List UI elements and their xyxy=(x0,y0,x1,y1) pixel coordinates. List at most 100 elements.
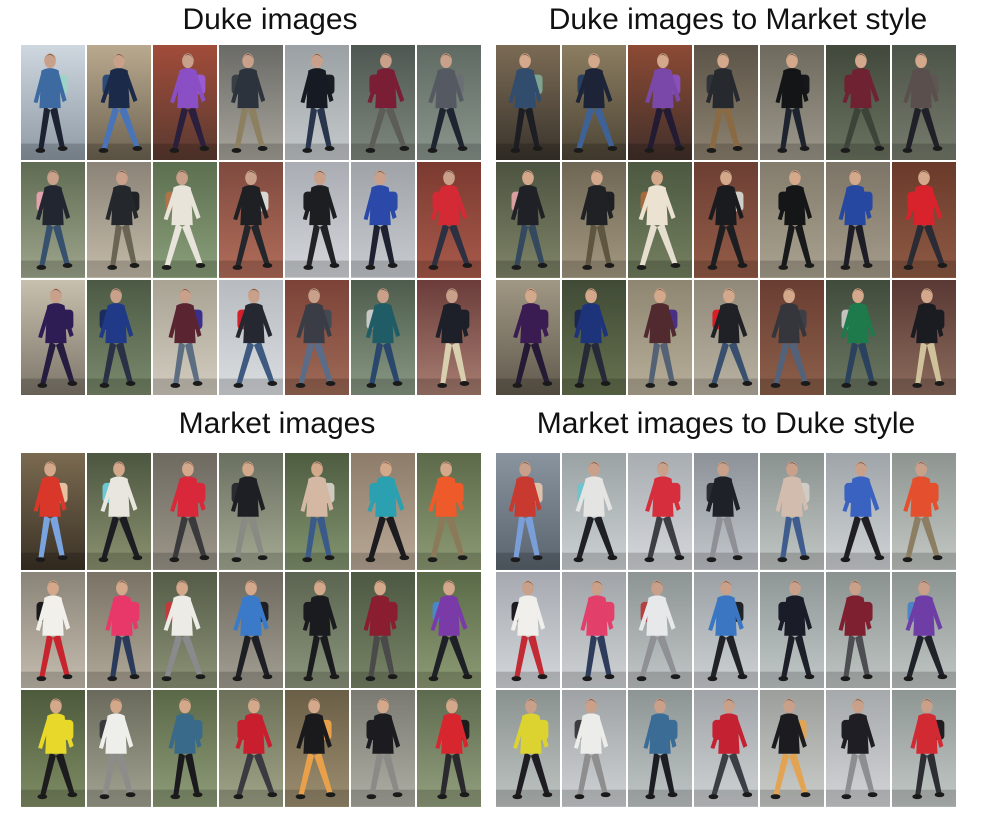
person-thumbnail xyxy=(627,689,693,808)
person-thumbnail xyxy=(561,278,627,396)
pedestrian-figure xyxy=(826,45,890,161)
pedestrian-figure xyxy=(760,45,824,161)
panel-title-duke-to-market: Duke images to Market style xyxy=(548,3,928,36)
person-thumbnail xyxy=(350,689,416,808)
person-thumbnail xyxy=(825,161,891,279)
person-thumbnail xyxy=(350,44,416,162)
person-thumbnail xyxy=(218,278,284,396)
person-thumbnail xyxy=(891,452,957,571)
person-thumbnail xyxy=(218,452,284,571)
pedestrian-figure xyxy=(219,690,283,807)
person-thumbnail xyxy=(825,278,891,396)
person-thumbnail xyxy=(86,689,152,808)
person-thumbnail xyxy=(495,570,561,690)
person-thumbnail xyxy=(416,44,482,162)
pedestrian-figure xyxy=(285,453,349,570)
pedestrian-figure xyxy=(628,453,692,570)
person-thumbnail xyxy=(891,689,957,808)
pedestrian-figure xyxy=(694,162,758,278)
pedestrian-figure xyxy=(285,45,349,161)
pedestrian-figure xyxy=(496,45,560,161)
person-thumbnail xyxy=(627,44,693,162)
image-grid-market xyxy=(20,452,482,808)
pedestrian-figure xyxy=(417,280,481,395)
pedestrian-figure xyxy=(628,45,692,161)
person-thumbnail xyxy=(693,161,759,279)
person-thumbnail xyxy=(416,452,482,571)
pedestrian-figure xyxy=(496,690,560,807)
person-thumbnail xyxy=(20,161,86,279)
pedestrian-figure xyxy=(351,572,415,689)
pedestrian-figure xyxy=(562,45,626,161)
person-thumbnail xyxy=(218,689,284,808)
person-thumbnail xyxy=(152,44,218,162)
pedestrian-figure xyxy=(351,162,415,278)
person-thumbnail xyxy=(284,44,350,162)
pedestrian-figure xyxy=(21,453,85,570)
person-thumbnail xyxy=(759,689,825,808)
person-thumbnail xyxy=(152,689,218,808)
pedestrian-figure xyxy=(694,280,758,395)
image-grid-duke-to-market xyxy=(495,44,957,396)
person-thumbnail xyxy=(759,44,825,162)
person-thumbnail xyxy=(86,452,152,571)
person-thumbnail xyxy=(693,689,759,808)
person-thumbnail xyxy=(284,161,350,279)
pedestrian-figure xyxy=(87,162,151,278)
person-thumbnail xyxy=(759,278,825,396)
person-thumbnail xyxy=(693,452,759,571)
pedestrian-figure xyxy=(219,572,283,689)
person-thumbnail xyxy=(495,278,561,396)
panel-title-market-to-duke: Market images to Duke style xyxy=(536,407,916,440)
person-thumbnail xyxy=(350,161,416,279)
person-thumbnail xyxy=(416,689,482,808)
person-thumbnail xyxy=(20,278,86,396)
pedestrian-figure xyxy=(562,690,626,807)
pedestrian-figure xyxy=(694,45,758,161)
person-thumbnail xyxy=(627,161,693,279)
pedestrian-figure xyxy=(694,690,758,807)
person-thumbnail xyxy=(495,44,561,162)
pedestrian-figure xyxy=(562,453,626,570)
pedestrian-figure xyxy=(892,572,956,689)
person-thumbnail xyxy=(284,278,350,396)
pedestrian-figure xyxy=(760,572,824,689)
person-thumbnail xyxy=(218,570,284,690)
person-thumbnail xyxy=(891,161,957,279)
pedestrian-figure xyxy=(826,453,890,570)
person-thumbnail xyxy=(627,278,693,396)
person-thumbnail xyxy=(693,570,759,690)
person-thumbnail xyxy=(86,161,152,279)
pedestrian-figure xyxy=(87,572,151,689)
person-thumbnail xyxy=(693,278,759,396)
pedestrian-figure xyxy=(628,690,692,807)
person-thumbnail xyxy=(350,570,416,690)
pedestrian-figure xyxy=(892,280,956,395)
pedestrian-figure xyxy=(628,280,692,395)
pedestrian-figure xyxy=(892,453,956,570)
person-thumbnail xyxy=(152,278,218,396)
pedestrian-figure xyxy=(417,162,481,278)
pedestrian-figure xyxy=(219,162,283,278)
pedestrian-figure xyxy=(153,280,217,395)
person-thumbnail xyxy=(627,452,693,571)
person-thumbnail xyxy=(561,161,627,279)
pedestrian-figure xyxy=(351,45,415,161)
person-thumbnail xyxy=(152,570,218,690)
pedestrian-figure xyxy=(285,162,349,278)
pedestrian-figure xyxy=(21,45,85,161)
person-thumbnail xyxy=(86,570,152,690)
pedestrian-figure xyxy=(153,162,217,278)
pedestrian-figure xyxy=(892,162,956,278)
person-thumbnail xyxy=(20,44,86,162)
person-thumbnail xyxy=(20,570,86,690)
panel-title-market: Market images xyxy=(178,407,376,440)
person-thumbnail xyxy=(152,452,218,571)
person-thumbnail xyxy=(416,278,482,396)
pedestrian-figure xyxy=(87,45,151,161)
person-thumbnail xyxy=(86,278,152,396)
person-thumbnail xyxy=(284,452,350,571)
pedestrian-figure xyxy=(496,453,560,570)
pedestrian-figure xyxy=(826,690,890,807)
person-thumbnail xyxy=(693,44,759,162)
